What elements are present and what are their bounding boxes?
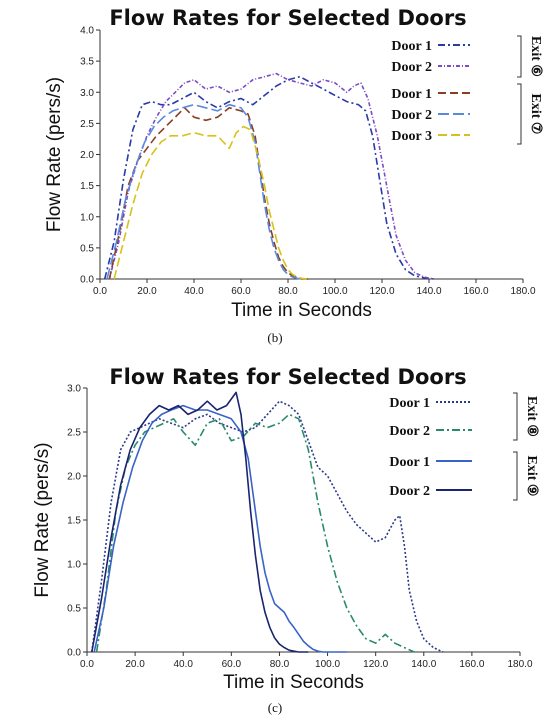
series-line-4: [91, 391, 309, 653]
x-tick-label: 20.0: [125, 659, 145, 670]
y-tick-label: 4.0: [80, 26, 94, 37]
x-tick-label: 60.0: [231, 286, 251, 297]
y-tick-label: 0.0: [67, 648, 81, 659]
legend-label: Door 1: [389, 396, 430, 411]
y-tick-label: 2.0: [67, 472, 81, 483]
x-tick-label: 20.0: [137, 286, 157, 297]
y-tick-label: 3.0: [67, 384, 81, 395]
x-tick-label: 100.0: [322, 286, 347, 297]
y-tick-label: 0.5: [67, 604, 81, 615]
legend-label: Door 2: [391, 108, 432, 123]
y-tick-label: 1.0: [80, 212, 94, 223]
legend-label: Door 1: [391, 39, 432, 54]
legend-label: Door 2: [391, 60, 432, 75]
y-tick-label: 1.5: [67, 516, 81, 527]
y-axis-title: Flow Rate (pers/s): [32, 442, 53, 597]
y-tick-label: 1.0: [67, 560, 81, 571]
x-tick-label: 80.0: [278, 286, 298, 297]
y-axis-title: Flow Rate (pers/s): [44, 77, 65, 232]
exit-bracket: [513, 392, 518, 441]
exit-group-label: Exit ⑨: [524, 456, 539, 497]
series-line-1: [91, 400, 444, 653]
legend-label: Door 2: [389, 484, 430, 499]
legend-label: Door 1: [389, 455, 430, 470]
series-line-2: [95, 413, 415, 653]
x-tick-label: 0.0: [80, 659, 94, 670]
x-tick-label: 0.0: [93, 286, 107, 297]
exit-group-label: Exit ⑥: [528, 36, 543, 77]
x-axis-title: Time in Seconds: [231, 300, 372, 321]
x-axis-title: Time in Seconds: [223, 672, 364, 693]
chart-panel-c: Flow Rates for Selected Doors 0.0 0.5 1.0 1.…: [32, 365, 539, 715]
x-tick-label: 80.0: [270, 659, 290, 670]
x-tick-label: 180.0: [510, 286, 535, 297]
legend-label: Door 2: [389, 424, 430, 439]
legend-label: Door 3: [391, 129, 432, 144]
series-line-2: [108, 72, 434, 280]
y-tick-label: 0.0: [80, 275, 94, 286]
series-line-3: [108, 107, 312, 280]
x-tick-label: 160.0: [463, 286, 488, 297]
exit-bracket: [517, 35, 522, 78]
x-tick-label: 100.0: [315, 659, 340, 670]
series-line-3: [93, 404, 347, 653]
x-tick-label: 120.0: [369, 286, 394, 297]
exit-group-label: Exit ⑧: [524, 396, 539, 437]
y-tick-label: 2.5: [80, 119, 94, 130]
series-line-1: [103, 75, 434, 280]
x-tick-label: 40.0: [173, 659, 193, 670]
chart-title: Flow Rates for Selected Doors: [109, 6, 466, 30]
x-tick-label: 160.0: [459, 659, 484, 670]
y-tick-label: 0.5: [80, 243, 94, 254]
y-tick-label: 1.5: [80, 181, 94, 192]
series-line-5: [113, 125, 307, 280]
x-tick-label: 120.0: [363, 659, 388, 670]
chart-title: Flow Rates for Selected Doors: [109, 365, 466, 389]
x-tick-label: 180.0: [507, 659, 532, 670]
panel-caption: (b): [267, 330, 282, 345]
exit-bracket: [513, 451, 518, 501]
panel-caption: (c): [268, 700, 282, 715]
chart-panel-b: Flow Rates for Selected Doors 0.0 0.5 1.0 1.…: [44, 6, 543, 345]
series-line-4: [106, 103, 307, 280]
x-tick-label: 140.0: [416, 286, 441, 297]
y-tick-label: 2.5: [67, 428, 81, 439]
legend-label: Door 1: [391, 87, 432, 102]
exit-bracket: [517, 83, 522, 145]
y-tick-label: 2.0: [80, 150, 94, 161]
x-tick-label: 60.0: [222, 659, 242, 670]
y-tick-label: 3.0: [80, 88, 94, 99]
y-tick-label: 3.5: [80, 57, 94, 68]
x-tick-label: 40.0: [184, 286, 204, 297]
exit-group-label: Exit ⑦: [528, 94, 543, 135]
x-tick-label: 140.0: [411, 659, 436, 670]
